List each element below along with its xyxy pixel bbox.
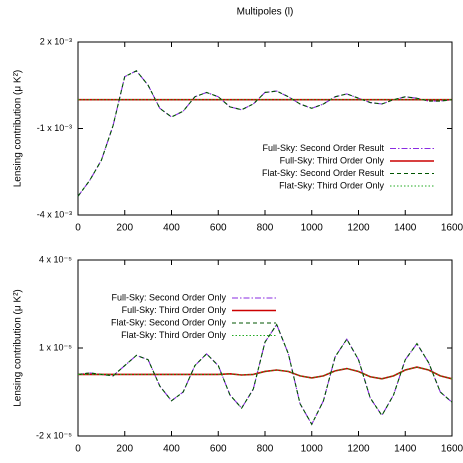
- x-tick-label: 600: [210, 223, 227, 234]
- legend-label: Flat-Sky: Second Order Result: [262, 168, 385, 178]
- y-tick-label: -4 x 10⁻³: [37, 209, 72, 219]
- x-tick-label: 0: [75, 444, 81, 455]
- x-tick-label: 400: [163, 223, 180, 234]
- y-tick-label: 1 x 10⁻⁵: [39, 342, 72, 352]
- y-axis-label: Lensing contribution (μ K²): [13, 289, 24, 407]
- y-tick-label: -2 x 10⁻⁵: [36, 430, 72, 440]
- x-tick-label: 0: [75, 223, 81, 234]
- legend-label: Flat-Sky: Second Order Only: [111, 317, 227, 327]
- x-tick-label: 1600: [441, 444, 463, 455]
- plot-frame: [77, 259, 453, 437]
- x-tick-label: 1200: [347, 223, 370, 234]
- x-tick-label: 1000: [301, 223, 324, 234]
- series-line: [78, 366, 453, 380]
- x-tick-label: 200: [116, 444, 133, 455]
- chart-title: Multipoles (l): [237, 7, 294, 18]
- y-tick-label: 4 x 10⁻⁵: [39, 254, 72, 264]
- x-tick-label: 1600: [441, 223, 463, 234]
- x-tick-label: 1000: [301, 444, 324, 455]
- series-line: [77, 323, 453, 426]
- legend-label: Flat-Sky: Third Order Only: [121, 330, 226, 340]
- series-line: [77, 70, 453, 197]
- y-axis-label: Lensing contribution (μ K²): [13, 70, 24, 188]
- y-tick-label: 2 x 10⁻³: [40, 36, 72, 46]
- legend-label: Flat-Sky: Third Order Only: [279, 180, 384, 190]
- x-tick-label: 600: [210, 444, 227, 455]
- x-tick-label: 400: [163, 444, 180, 455]
- y-tick-label: -1 x 10⁻³: [37, 123, 72, 133]
- x-tick-label: 1200: [347, 444, 370, 455]
- x-tick-label: 800: [257, 444, 274, 455]
- series-line: [78, 366, 453, 380]
- legend-label: Full-Sky: Third Order Only: [122, 305, 227, 315]
- x-tick-label: 800: [257, 223, 274, 234]
- plot-frame: [77, 41, 453, 216]
- legend-label: Full-Sky: Third Order Only: [280, 155, 385, 165]
- x-tick-label: 1400: [394, 223, 417, 234]
- x-tick-label: 1400: [394, 444, 417, 455]
- legend-label: Full-Sky: Second Order Only: [111, 292, 226, 302]
- legend-label: Full-Sky: Second Order Result: [262, 143, 384, 153]
- x-tick-label: 200: [116, 223, 133, 234]
